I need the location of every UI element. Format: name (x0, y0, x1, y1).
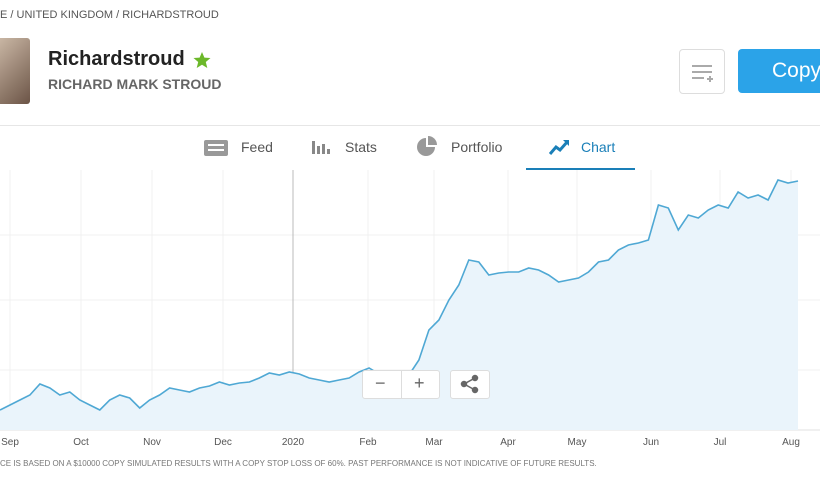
share-icon (460, 374, 479, 394)
username: Richardstroud (48, 48, 185, 70)
full-name: RICHARD MARK STROUD (48, 76, 222, 92)
x-tick-label: Aug (782, 437, 800, 448)
star-icon (193, 52, 211, 68)
zoom-out[interactable]: − (375, 373, 386, 393)
tab[interactable]: Portfolio (451, 139, 503, 155)
stats-icon (312, 141, 330, 154)
x-tick-label: Jul (714, 437, 727, 448)
tab[interactable]: Feed (241, 139, 273, 155)
tab-active[interactable]: Chart (581, 139, 616, 155)
divider (0, 125, 820, 126)
zoom-controls: − + (362, 370, 440, 399)
share-button[interactable] (450, 370, 490, 399)
disclaimer: CE IS BASED ON A $10000 COPY SIMULATED R… (0, 459, 597, 468)
x-tick-label: Mar (425, 437, 443, 448)
portfolio-icon (417, 136, 437, 156)
separator (401, 371, 402, 398)
x-tick-label: Oct (73, 437, 89, 448)
breadcrumb[interactable]: E / UNITED KINGDOM / RICHARDSTROUD (0, 9, 219, 21)
copy-button[interactable]: Copy (738, 49, 820, 93)
list-icon (692, 65, 713, 82)
x-tick-label: Nov (143, 437, 161, 448)
x-tick-label: Sep (1, 437, 19, 448)
x-tick-label: Jun (643, 437, 659, 448)
tab[interactable]: Stats (345, 139, 377, 155)
x-tick-label: 2020 (282, 437, 305, 448)
area (0, 180, 798, 430)
avatar[interactable] (0, 38, 30, 104)
zoom-in[interactable]: + (414, 373, 425, 393)
feed-icon (204, 140, 228, 156)
x-tick-label: May (568, 437, 587, 448)
x-tick-label: Feb (359, 437, 377, 448)
watchlist-button[interactable] (679, 49, 725, 94)
x-tick-label: Dec (214, 437, 232, 448)
chart-icon (549, 140, 570, 155)
x-tick-label: Apr (500, 437, 516, 448)
tab-underline (526, 168, 635, 170)
